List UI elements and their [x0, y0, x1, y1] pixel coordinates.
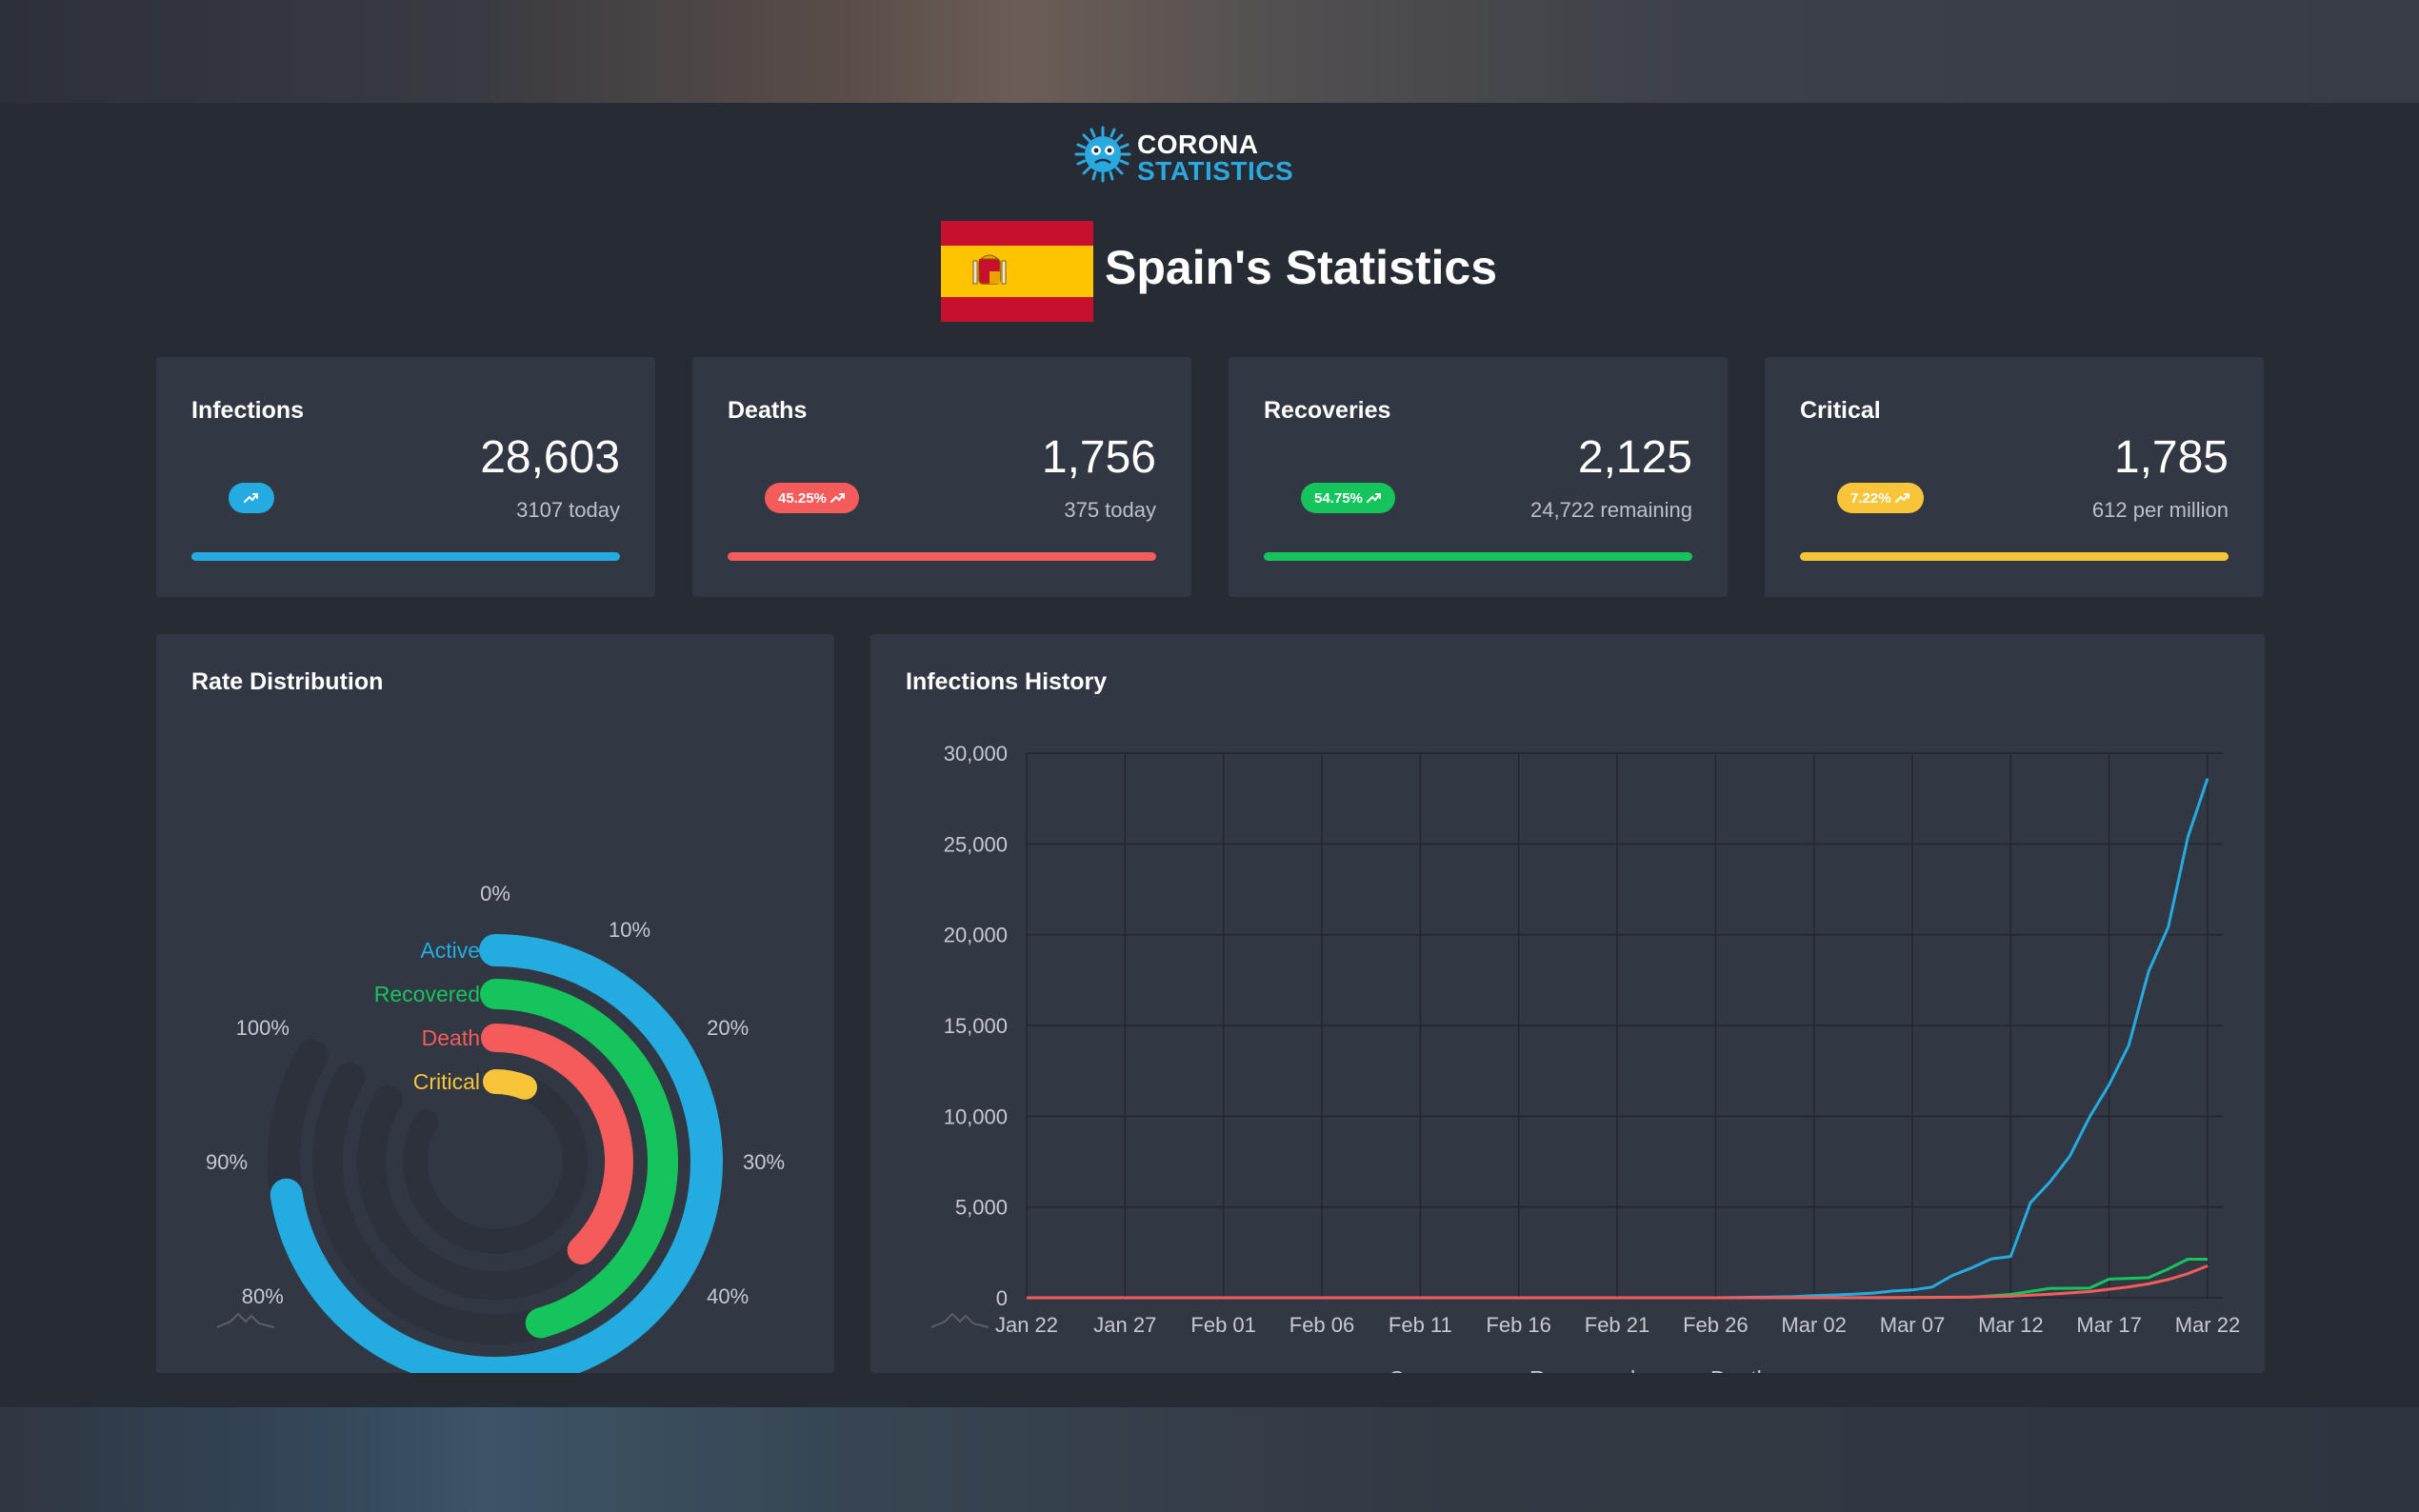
browser-top-backdrop [0, 0, 2419, 103]
recoveries-percent-badge: 54.75% [1301, 483, 1395, 513]
dashboard-page: CORONA STATISTICS Spain's Statistics Inf… [0, 103, 2419, 1407]
card-value: 28,603 [480, 432, 620, 483]
card-value: 1,756 [1041, 432, 1156, 483]
rate-distribution-panel: Rate Distribution Active Recovered Death Cr… [156, 634, 834, 1373]
card-progress-bar [728, 552, 1156, 561]
x-tick-label: Feb 06 [1289, 1313, 1355, 1337]
x-tick-label: Jan 22 [995, 1313, 1058, 1337]
infections-card: Infections 28,603 3107 today [156, 357, 655, 597]
card-subtext: 24,722 remaining [1529, 498, 1692, 522]
card-progress-bar [191, 552, 620, 561]
y-tick-label: 0 [996, 1286, 1008, 1310]
x-tick-label: Feb 26 [1683, 1313, 1749, 1337]
radial-angle-label: 20% [707, 1016, 749, 1040]
x-tick-label: Mar 12 [1978, 1313, 2043, 1337]
chart-brand-icon [216, 1312, 275, 1328]
card-subtext: 375 today [1064, 498, 1156, 522]
radial-bar-recovered[interactable] [480, 979, 679, 1339]
browser-bottom-backdrop [0, 1407, 2419, 1512]
rate-distribution-chart: Active Recovered Death Critical 0% 10% 20% 30% 4… [206, 882, 785, 1373]
radial-angle-label: 90% [206, 1150, 248, 1174]
y-tick-label: 30,000 [944, 742, 1008, 766]
critical-card: Critical 7.22% 1,785 612 per million [1765, 357, 2264, 597]
y-tick-label: 25,000 [944, 832, 1008, 856]
infections-history-chart: Jan 22 Jan 27 Feb 01 Feb 06 Feb 11 Feb 16 Feb … [930, 742, 2240, 1373]
virus-logo-icon [1074, 126, 1131, 183]
chart-brand-icon [930, 1312, 990, 1328]
logo-line-1: CORONA [1137, 129, 1259, 159]
trend-up-icon [1894, 493, 1909, 503]
panel-title: Rate Distribution [191, 668, 384, 695]
x-tick-label: Feb 21 [1585, 1313, 1650, 1337]
radial-bar-active[interactable] [270, 934, 723, 1373]
infections-history-panel: Infections History Jan 22 Jan 27 Feb 01 Feb… [870, 634, 2265, 1373]
card-label: Recoveries [1264, 397, 1391, 424]
legend-label[interactable]: Cases [1389, 1366, 1450, 1373]
card-subtext: 612 per million [2091, 498, 2229, 522]
deaths-percent-badge: 45.25% [765, 483, 859, 513]
spain-flag-icon [941, 221, 1093, 322]
card-value: 2,125 [1577, 432, 1692, 483]
x-tick-label: Mar 17 [2076, 1313, 2141, 1337]
logo-line-2: STATISTICS [1137, 156, 1294, 186]
card-progress-bar [1800, 552, 2229, 561]
trend-up-icon [830, 493, 845, 503]
x-tick-label: Jan 27 [1093, 1313, 1156, 1337]
radial-angle-label: 40% [707, 1284, 749, 1308]
radial-angle-label: 100% [236, 1016, 290, 1040]
trend-up-icon [244, 493, 258, 503]
legend-label[interactable]: Recovered [1529, 1366, 1635, 1373]
logo-wordmark: CORONA STATISTICS [1137, 131, 1293, 185]
card-label: Infections [191, 397, 305, 424]
radial-angle-label: 30% [743, 1150, 785, 1174]
x-tick-label: Mar 07 [1880, 1313, 1945, 1337]
critical-percent-badge: 7.22% [1837, 483, 1924, 513]
deaths-card: Deaths 45.25% 1,756 375 today [692, 357, 1191, 597]
card-subtext: 3107 today [516, 498, 620, 522]
badge-text: 54.75% [1314, 489, 1363, 507]
y-tick-label: 20,000 [944, 924, 1008, 947]
badge-text: 7.22% [1850, 489, 1891, 507]
radial-angle-label: 10% [609, 918, 650, 942]
recoveries-card: Recoveries 54.75% 2,125 24,722 remaining [1229, 357, 1728, 597]
trend-up-icon [1366, 493, 1381, 503]
x-tick-label: Feb 11 [1389, 1313, 1452, 1337]
page-title: Spain's Statistics [1105, 241, 1498, 294]
radial-series-label: Critical [413, 1069, 480, 1094]
card-value: 1,785 [2113, 432, 2229, 483]
radial-series-label: Recovered [374, 982, 480, 1006]
radial-angle-label: 0% [480, 882, 510, 905]
corona-statistics-logo[interactable]: CORONA STATISTICS [1072, 120, 1293, 187]
radial-angle-label: 80% [242, 1284, 284, 1308]
x-tick-label: Mar 02 [1781, 1313, 1846, 1337]
card-label: Deaths [728, 397, 808, 424]
series-line-deaths[interactable] [1027, 1264, 2209, 1300]
radial-track [403, 1069, 588, 1254]
radial-bar-critical[interactable] [483, 1068, 537, 1100]
card-progress-bar [1264, 552, 1692, 561]
x-tick-label: Mar 22 [2175, 1313, 2240, 1337]
x-tick-label: Feb 01 [1190, 1313, 1256, 1337]
radial-series-label: Death [422, 1025, 480, 1050]
badge-text: 45.25% [778, 489, 827, 507]
y-tick-label: 10,000 [944, 1104, 1008, 1128]
y-tick-label: 15,000 [944, 1014, 1008, 1038]
y-tick-label: 5,000 [955, 1196, 1008, 1220]
x-tick-label: Feb 16 [1486, 1313, 1551, 1337]
legend-label[interactable]: Deaths [1710, 1366, 1780, 1373]
card-label: Critical [1800, 397, 1881, 424]
panel-title: Infections History [906, 668, 1108, 695]
infections-trend-badge [229, 483, 274, 513]
radial-bar-death[interactable] [481, 1024, 633, 1265]
radial-series-label: Active [420, 938, 480, 963]
